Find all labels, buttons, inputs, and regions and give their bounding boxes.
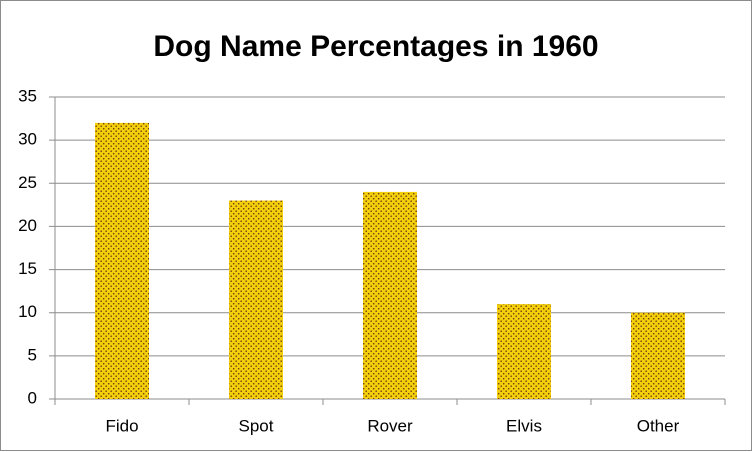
- x-tick-label: Other: [637, 416, 680, 435]
- x-tick-label: Elvis: [506, 416, 542, 435]
- y-tick-label: 10: [18, 302, 37, 321]
- y-tick-label: 30: [18, 130, 37, 149]
- bar: [229, 200, 283, 399]
- y-tick-label: 15: [18, 259, 37, 278]
- bar: [363, 191, 417, 399]
- y-tick-label: 35: [18, 86, 37, 105]
- y-tick-label: 25: [18, 173, 37, 192]
- bar: [497, 304, 551, 399]
- x-tick-label: Fido: [105, 416, 138, 435]
- x-tick-label: Spot: [239, 416, 274, 435]
- y-tick-label: 5: [28, 345, 37, 364]
- x-tick-label: Rover: [367, 416, 413, 435]
- y-tick-label: 20: [18, 216, 37, 235]
- bar: [95, 122, 149, 399]
- bar: [631, 312, 685, 399]
- y-tick-label: 0: [28, 388, 37, 407]
- chart-title: Dog Name Percentages in 1960: [153, 30, 598, 63]
